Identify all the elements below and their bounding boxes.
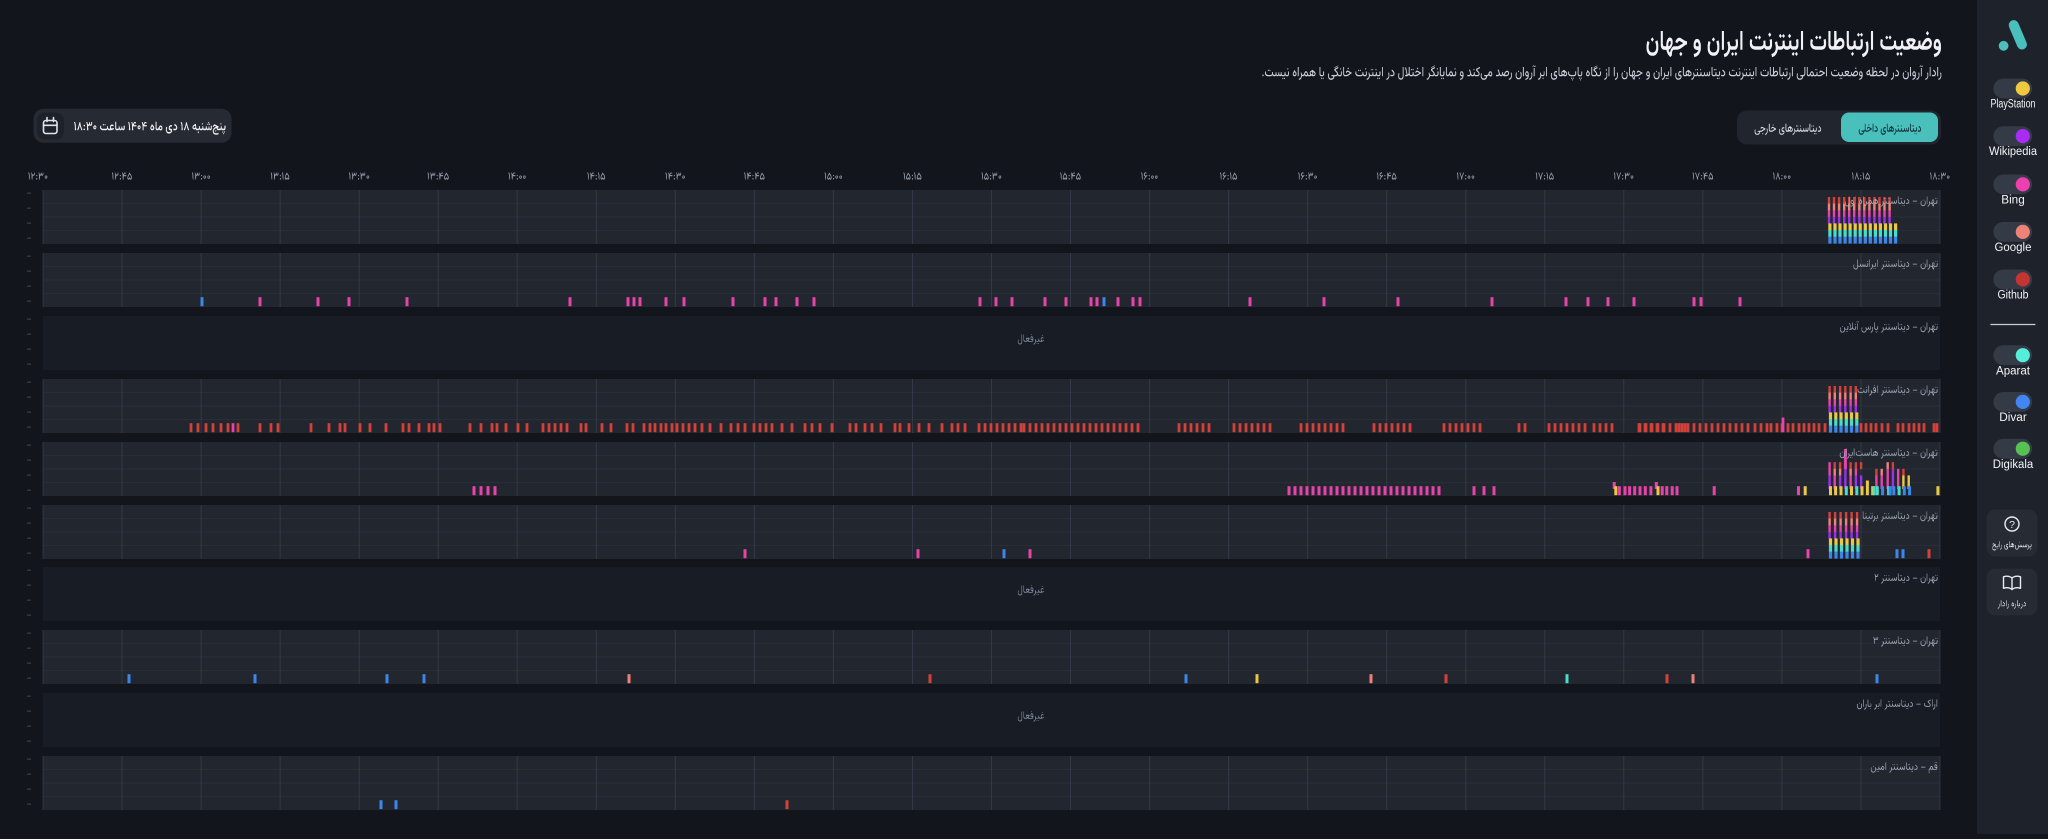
svg-text:Aparat: Aparat [1996,365,2031,377]
svg-text:Divar: Divar [1999,412,2027,424]
svg-text:Github: Github [1998,290,2029,302]
svg-text:PlayStation: PlayStation [1991,99,2036,111]
svg-text:Bing: Bing [2001,195,2025,207]
svg-text:Wikipedia: Wikipedia [1989,146,2038,158]
svg-text:Google: Google [1995,242,2032,254]
svg-text:Digikala: Digikala [1993,459,2034,471]
svg-text:?: ? [2009,519,2015,531]
